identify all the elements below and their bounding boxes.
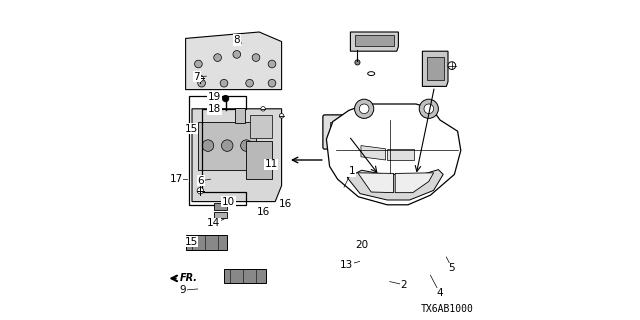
Polygon shape	[186, 235, 227, 250]
Bar	[330, 122, 368, 142]
Text: 10: 10	[222, 196, 235, 207]
Circle shape	[220, 79, 228, 87]
Text: 1: 1	[349, 166, 355, 176]
Circle shape	[268, 60, 276, 68]
Circle shape	[359, 104, 369, 114]
Circle shape	[355, 60, 360, 65]
Circle shape	[214, 54, 221, 61]
Circle shape	[233, 51, 241, 58]
Circle shape	[424, 104, 434, 114]
Polygon shape	[361, 146, 385, 160]
FancyBboxPatch shape	[323, 115, 376, 149]
Text: 19: 19	[208, 92, 221, 102]
Circle shape	[280, 114, 284, 118]
Circle shape	[221, 140, 233, 151]
Bar	[214, 203, 227, 210]
Circle shape	[202, 140, 214, 151]
Polygon shape	[422, 51, 448, 86]
Polygon shape	[351, 32, 398, 51]
Circle shape	[268, 79, 276, 87]
Bar	[355, 35, 394, 46]
Text: 16: 16	[279, 199, 292, 209]
Circle shape	[448, 62, 456, 69]
Polygon shape	[396, 173, 434, 193]
Circle shape	[419, 99, 438, 118]
Bar	[428, 57, 444, 80]
Circle shape	[252, 54, 260, 61]
Bar	[198, 122, 256, 170]
Text: 14: 14	[207, 218, 220, 228]
Text: 2: 2	[401, 280, 407, 290]
Ellipse shape	[368, 72, 375, 76]
Circle shape	[355, 99, 374, 118]
Text: 15: 15	[184, 124, 198, 134]
Text: 7: 7	[193, 72, 200, 82]
Polygon shape	[224, 269, 266, 283]
Text: TX6AB1000: TX6AB1000	[420, 304, 474, 314]
Circle shape	[261, 107, 266, 111]
Circle shape	[197, 75, 204, 82]
Polygon shape	[192, 109, 282, 202]
Text: 15: 15	[184, 237, 198, 247]
Text: 6: 6	[198, 176, 204, 186]
Bar	[236, 108, 246, 123]
Text: 20: 20	[356, 240, 369, 251]
Text: 8: 8	[234, 35, 240, 45]
Bar	[214, 212, 227, 218]
Polygon shape	[387, 149, 415, 160]
Polygon shape	[186, 32, 282, 90]
Text: 16: 16	[257, 207, 269, 217]
Text: 5: 5	[449, 263, 455, 273]
Polygon shape	[347, 170, 443, 200]
Text: 18: 18	[208, 104, 221, 115]
Circle shape	[241, 140, 252, 151]
Circle shape	[198, 79, 205, 87]
Text: 9: 9	[180, 285, 186, 295]
Polygon shape	[358, 173, 394, 193]
Text: FR.: FR.	[180, 273, 198, 284]
Bar	[250, 115, 272, 138]
Text: 13: 13	[340, 260, 353, 270]
Circle shape	[223, 95, 229, 102]
Text: 17: 17	[170, 174, 182, 184]
Text: 4: 4	[436, 288, 444, 299]
Circle shape	[197, 188, 204, 194]
Circle shape	[195, 60, 202, 68]
Text: 11: 11	[264, 159, 278, 169]
Polygon shape	[326, 104, 461, 205]
Circle shape	[246, 79, 253, 87]
Bar	[246, 141, 272, 179]
